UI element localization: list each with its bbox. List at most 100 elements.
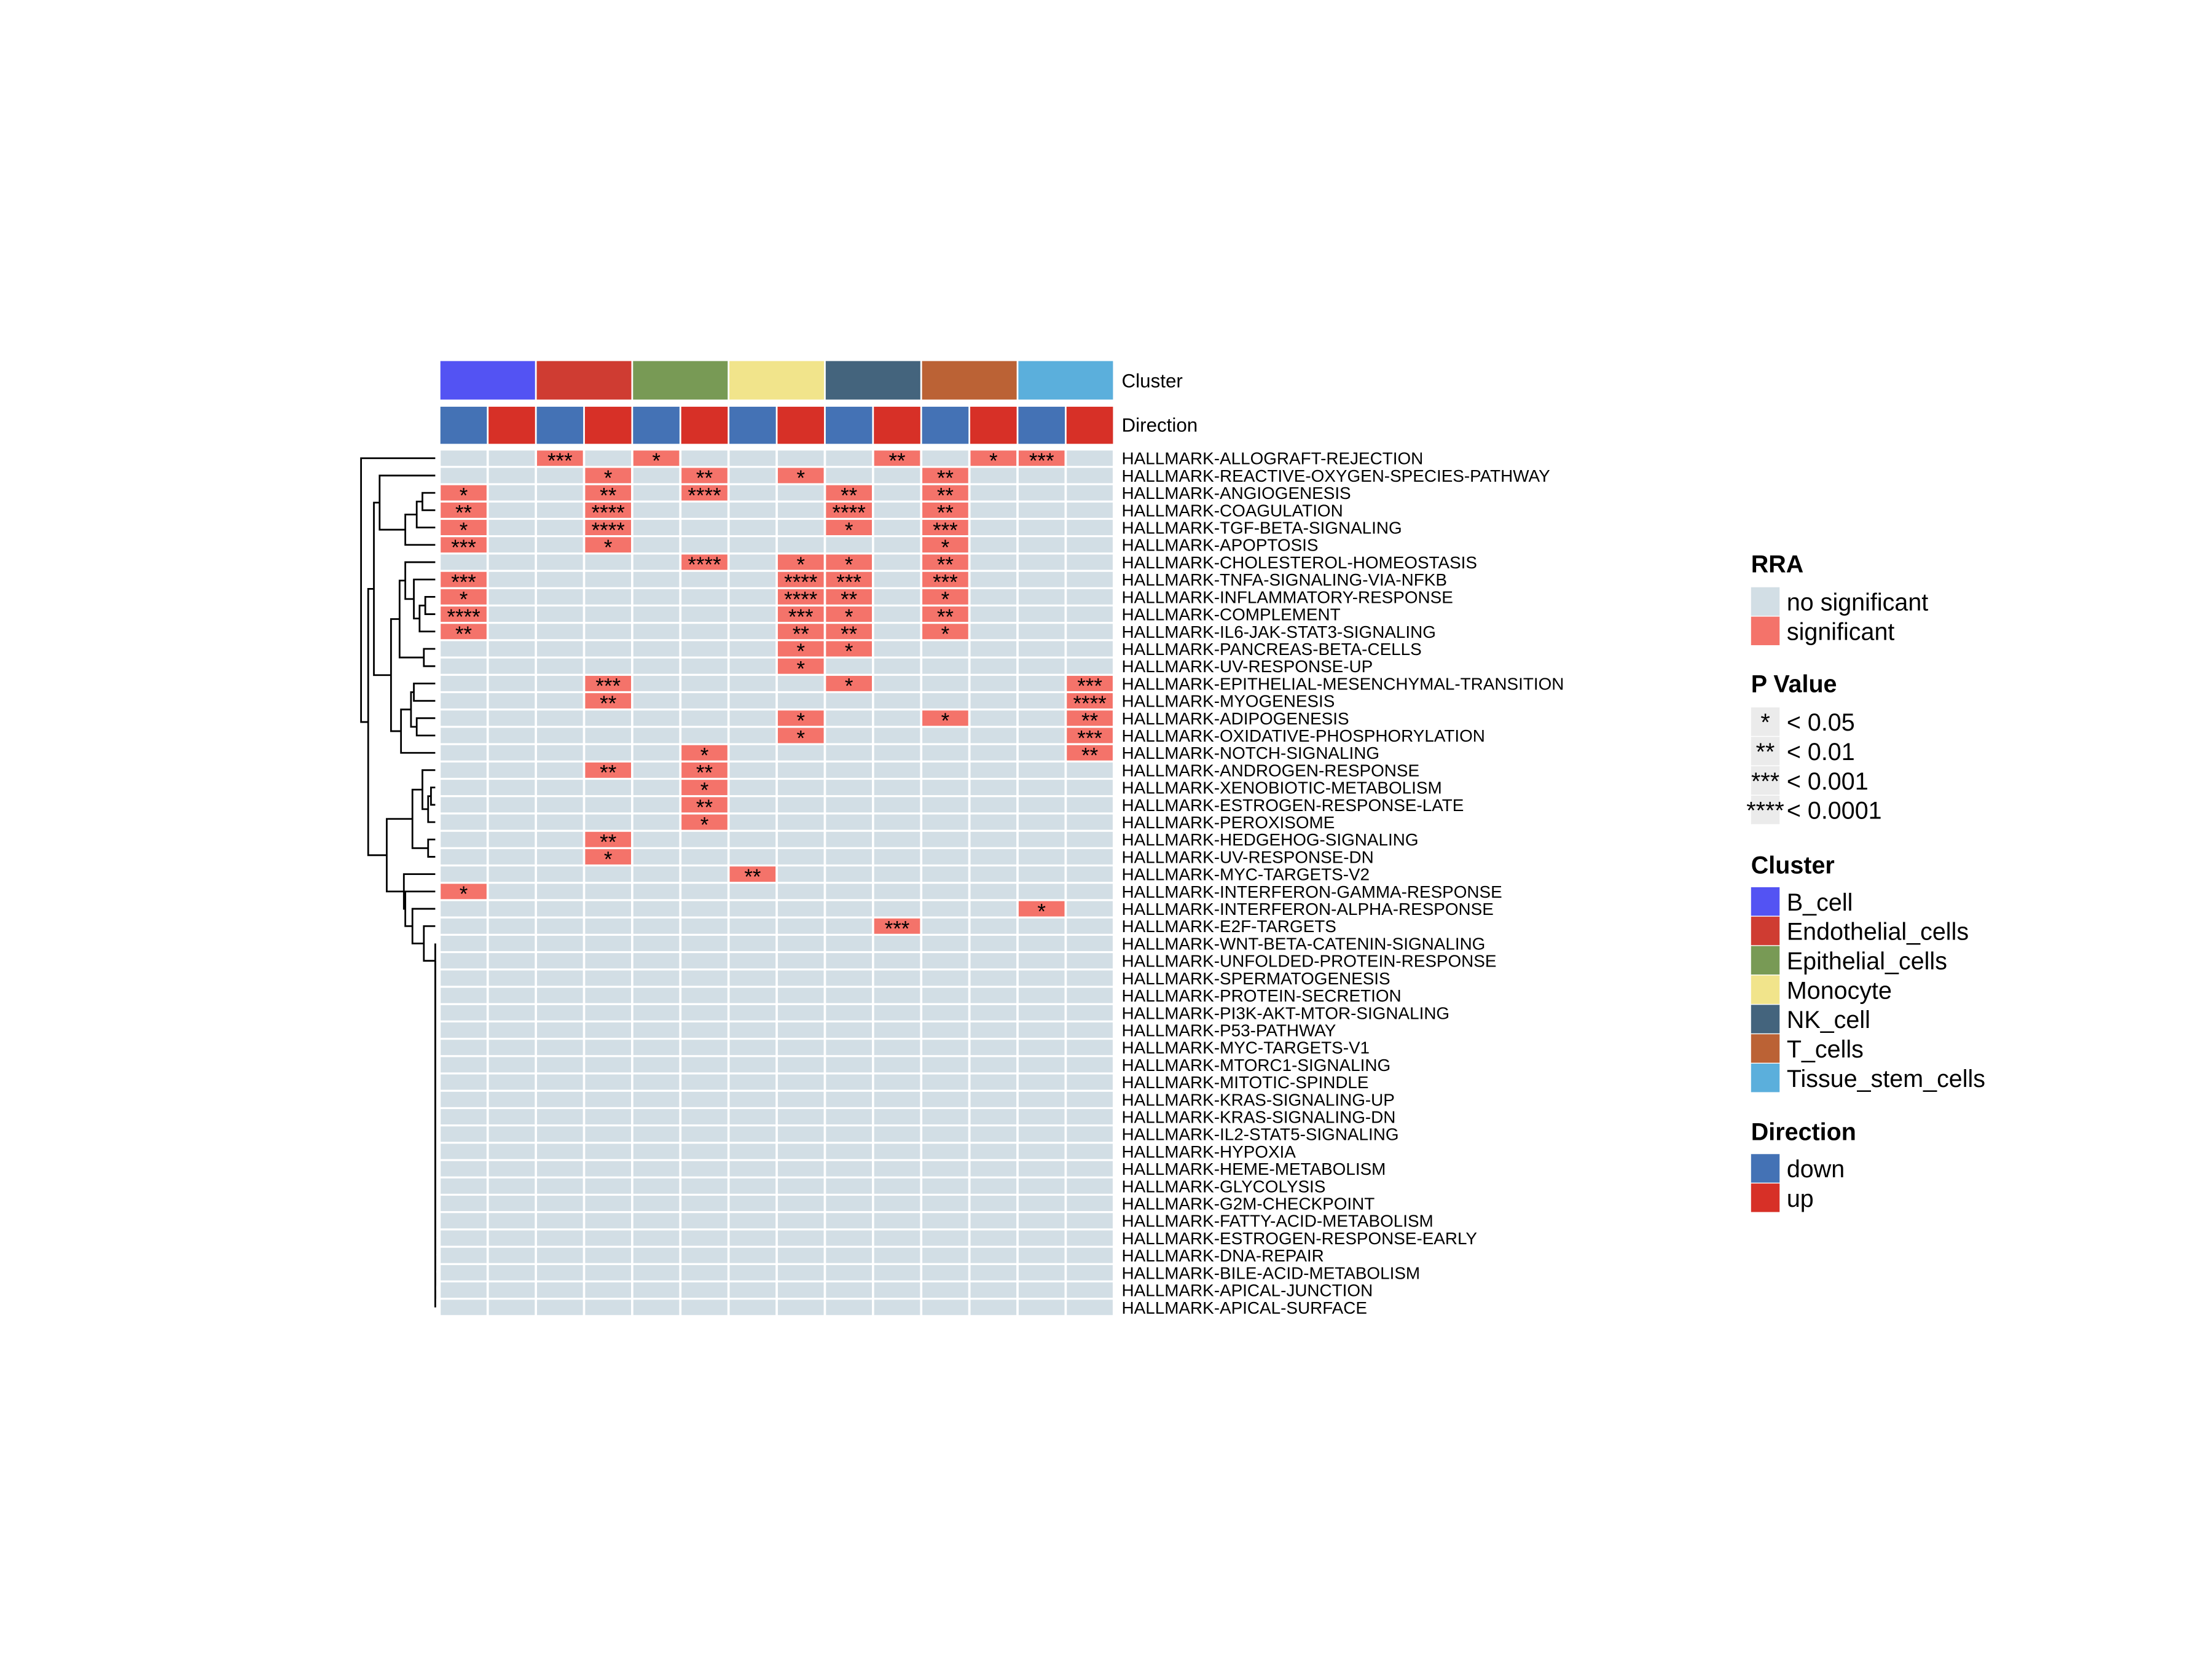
heatmap-cell-significant xyxy=(681,468,728,484)
heatmap-cell xyxy=(585,1022,632,1038)
heatmap-cell xyxy=(970,1143,1017,1159)
heatmap-cell xyxy=(874,606,920,622)
heatmap-cell xyxy=(633,901,680,917)
heatmap-cell xyxy=(633,537,680,553)
heatmap-cell xyxy=(1018,1265,1065,1281)
heatmap-cell xyxy=(488,762,535,778)
heatmap-cell xyxy=(777,780,824,796)
heatmap-cell-significant xyxy=(441,502,487,518)
heatmap-cell xyxy=(970,1230,1017,1246)
heatmap-cell xyxy=(441,1282,487,1298)
heatmap-cell xyxy=(681,502,728,518)
heatmap-cell xyxy=(874,762,920,778)
row-label: HALLMARK-P53-PATHWAY xyxy=(1122,1021,1336,1040)
heatmap-cell xyxy=(1067,970,1113,986)
heatmap-cell xyxy=(826,1300,872,1316)
heatmap-cell xyxy=(777,953,824,969)
heatmap-cell xyxy=(729,710,776,726)
heatmap-cell xyxy=(729,624,776,640)
heatmap-cell xyxy=(970,728,1017,743)
heatmap-cell-significant xyxy=(826,520,872,536)
heatmap-cell xyxy=(441,1247,487,1263)
heatmap-cell xyxy=(1018,814,1065,830)
heatmap-cell xyxy=(970,970,1017,986)
heatmap-cell-significant xyxy=(922,485,968,501)
dendrogram-branch xyxy=(423,648,436,667)
heatmap-cell xyxy=(633,918,680,934)
heatmap-cell xyxy=(874,1022,920,1038)
significance-label: * xyxy=(460,588,468,612)
heatmap-cell xyxy=(826,1247,872,1263)
significance-label: * xyxy=(604,848,613,872)
heatmap-cell xyxy=(826,1143,872,1159)
heatmap-cell xyxy=(1067,901,1113,917)
heatmap-cell xyxy=(441,831,487,847)
direction-cell-epithelial-cells-down xyxy=(633,406,680,444)
row-label: HALLMARK-WNT-BETA-CATENIN-SIGNALING xyxy=(1122,934,1486,953)
heatmap-cell xyxy=(585,1091,632,1107)
heatmap-cell xyxy=(681,1057,728,1073)
cluster-bar-nk-cell xyxy=(825,361,920,400)
significance-label: * xyxy=(941,709,950,733)
heatmap-cell-significant xyxy=(681,814,728,830)
heatmap-cell xyxy=(922,1040,968,1056)
direction-annotation-bar xyxy=(440,406,1113,444)
heatmap-cell-significant xyxy=(922,502,968,518)
cluster-annotation-bar xyxy=(440,361,1113,400)
heatmap-cell xyxy=(826,693,872,709)
row-label: HALLMARK-APICAL-JUNCTION xyxy=(1122,1281,1373,1300)
heatmap-cell xyxy=(681,1126,728,1142)
heatmap-cell xyxy=(777,797,824,813)
heatmap-cell xyxy=(1018,675,1065,691)
heatmap-cell xyxy=(970,710,1017,726)
heatmap-cell xyxy=(922,693,968,709)
heatmap-cell xyxy=(536,1005,583,1021)
heatmap-cell xyxy=(681,710,728,726)
heatmap-cell xyxy=(633,1178,680,1194)
heatmap-cell xyxy=(922,797,968,813)
cluster-bar-epithelial-cells xyxy=(633,361,728,400)
heatmap-cell xyxy=(633,1126,680,1142)
heatmap-cell-significant xyxy=(777,468,824,484)
legend-swatch--0-001 xyxy=(1751,766,1780,795)
heatmap-cell xyxy=(970,606,1017,622)
heatmap-cell-significant xyxy=(1067,745,1113,761)
heatmap-cell xyxy=(585,450,632,466)
heatmap-cell xyxy=(1018,502,1065,518)
heatmap-cell xyxy=(1018,1057,1065,1073)
heatmap-cell xyxy=(729,1282,776,1298)
row-label: HALLMARK-ESTROGEN-RESPONSE-EARLY xyxy=(1122,1229,1477,1248)
heatmap-cell xyxy=(970,780,1017,796)
heatmap-cell xyxy=(488,450,535,466)
heatmap-cell-significant xyxy=(729,866,776,882)
direction-cell-monocyte-up xyxy=(777,406,825,444)
direction-cell-monocyte-down xyxy=(729,406,776,444)
legend-swatch-b-cell xyxy=(1751,887,1780,916)
heatmap-cell xyxy=(777,831,824,847)
heatmap-cell xyxy=(633,866,680,882)
heatmap-cell xyxy=(729,1126,776,1142)
significance-label: * xyxy=(845,640,853,664)
heatmap-cell-significant xyxy=(922,554,968,570)
row-label: HALLMARK-MITOTIC-SPINDLE xyxy=(1122,1073,1369,1092)
heatmap-cell xyxy=(729,901,776,917)
direction-cell-tissue-stem-cells-up xyxy=(1066,406,1113,444)
heatmap-cell xyxy=(1018,710,1065,726)
row-label: HALLMARK-PEROXISOME xyxy=(1122,813,1335,832)
heatmap-cell xyxy=(536,1230,583,1246)
heatmap-cell xyxy=(681,1005,728,1021)
heatmap-cell xyxy=(681,849,728,865)
heatmap-cell xyxy=(536,728,583,743)
heatmap-cell xyxy=(729,728,776,743)
heatmap-cell xyxy=(681,953,728,969)
heatmap-cell-significant xyxy=(585,675,632,691)
row-label: HALLMARK-GLYCOLYSIS xyxy=(1122,1177,1326,1196)
heatmap-cell xyxy=(536,849,583,865)
legend-label--0-05: < 0.05 xyxy=(1787,709,1855,736)
heatmap-cell xyxy=(1067,1091,1113,1107)
heatmap-cell xyxy=(922,675,968,691)
heatmap-cell xyxy=(922,1213,968,1229)
heatmap-cell xyxy=(970,987,1017,1003)
heatmap-cell xyxy=(777,450,824,466)
heatmap-cell xyxy=(970,468,1017,484)
